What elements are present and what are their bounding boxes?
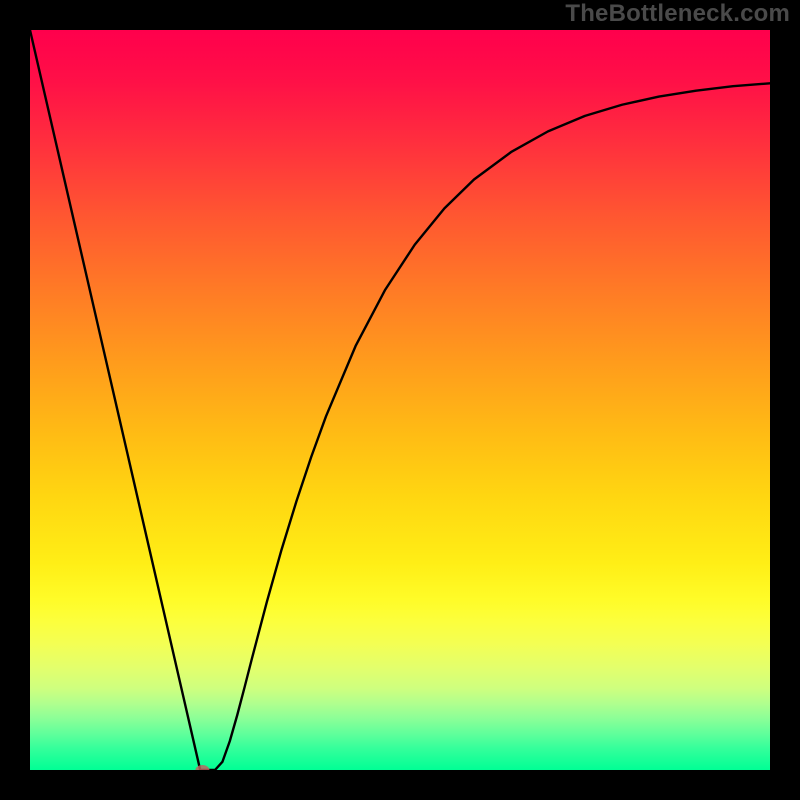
gradient-background	[30, 30, 770, 770]
plot-svg	[0, 0, 800, 800]
chart-frame: TheBottleneck.com	[0, 0, 800, 800]
